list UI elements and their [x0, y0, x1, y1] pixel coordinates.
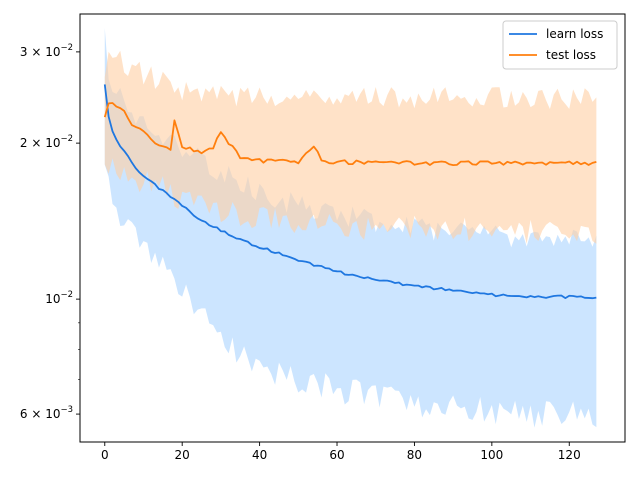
x-tick-label: 0 — [101, 448, 109, 462]
axes-frame — [79, 13, 626, 443]
x-tick-label: 100 — [480, 448, 503, 462]
y-tick-exponent: −3 — [60, 405, 73, 415]
y-tick-label: 10−2 — [45, 290, 73, 306]
x-tick-label: 80 — [407, 448, 422, 462]
y-tick-base: 6 × 10 — [20, 407, 61, 421]
x-axis: 0 20 40 60 80 100 120 — [101, 442, 581, 462]
y-tick-base: 10 — [45, 292, 60, 306]
x-tick-label: 120 — [558, 448, 581, 462]
series-layer — [103, 27, 597, 428]
x-tick-label: 60 — [329, 448, 344, 462]
line-learn-loss — [103, 84, 597, 300]
legend: learn loss test loss — [502, 20, 618, 70]
legend-label-test-loss: test loss — [546, 48, 596, 62]
y-tick-base: 3 × 10 — [20, 45, 61, 59]
plot-area — [79, 13, 626, 443]
x-tick-label: 20 — [175, 448, 190, 462]
x-tick-label: 40 — [252, 448, 267, 462]
y-tick-exponent: −2 — [60, 43, 73, 53]
y-tick-exponent: −2 — [60, 134, 73, 144]
y-tick-label: 6 × 10−3 — [20, 405, 73, 421]
y-tick-base: 2 × 10 — [20, 136, 61, 150]
y-tick-label: 3 × 10−2 — [20, 43, 73, 59]
y-tick-label: 2 × 10−2 — [20, 134, 73, 150]
band-test-loss — [104, 50, 597, 244]
y-tick-exponent: −2 — [60, 290, 73, 300]
legend-label-learn-loss: learn loss — [546, 27, 603, 41]
legend-box — [502, 20, 618, 70]
line-test-loss — [103, 102, 597, 166]
y-axis: 3 × 10−22 × 10−210−26 × 10−3 — [20, 43, 80, 421]
